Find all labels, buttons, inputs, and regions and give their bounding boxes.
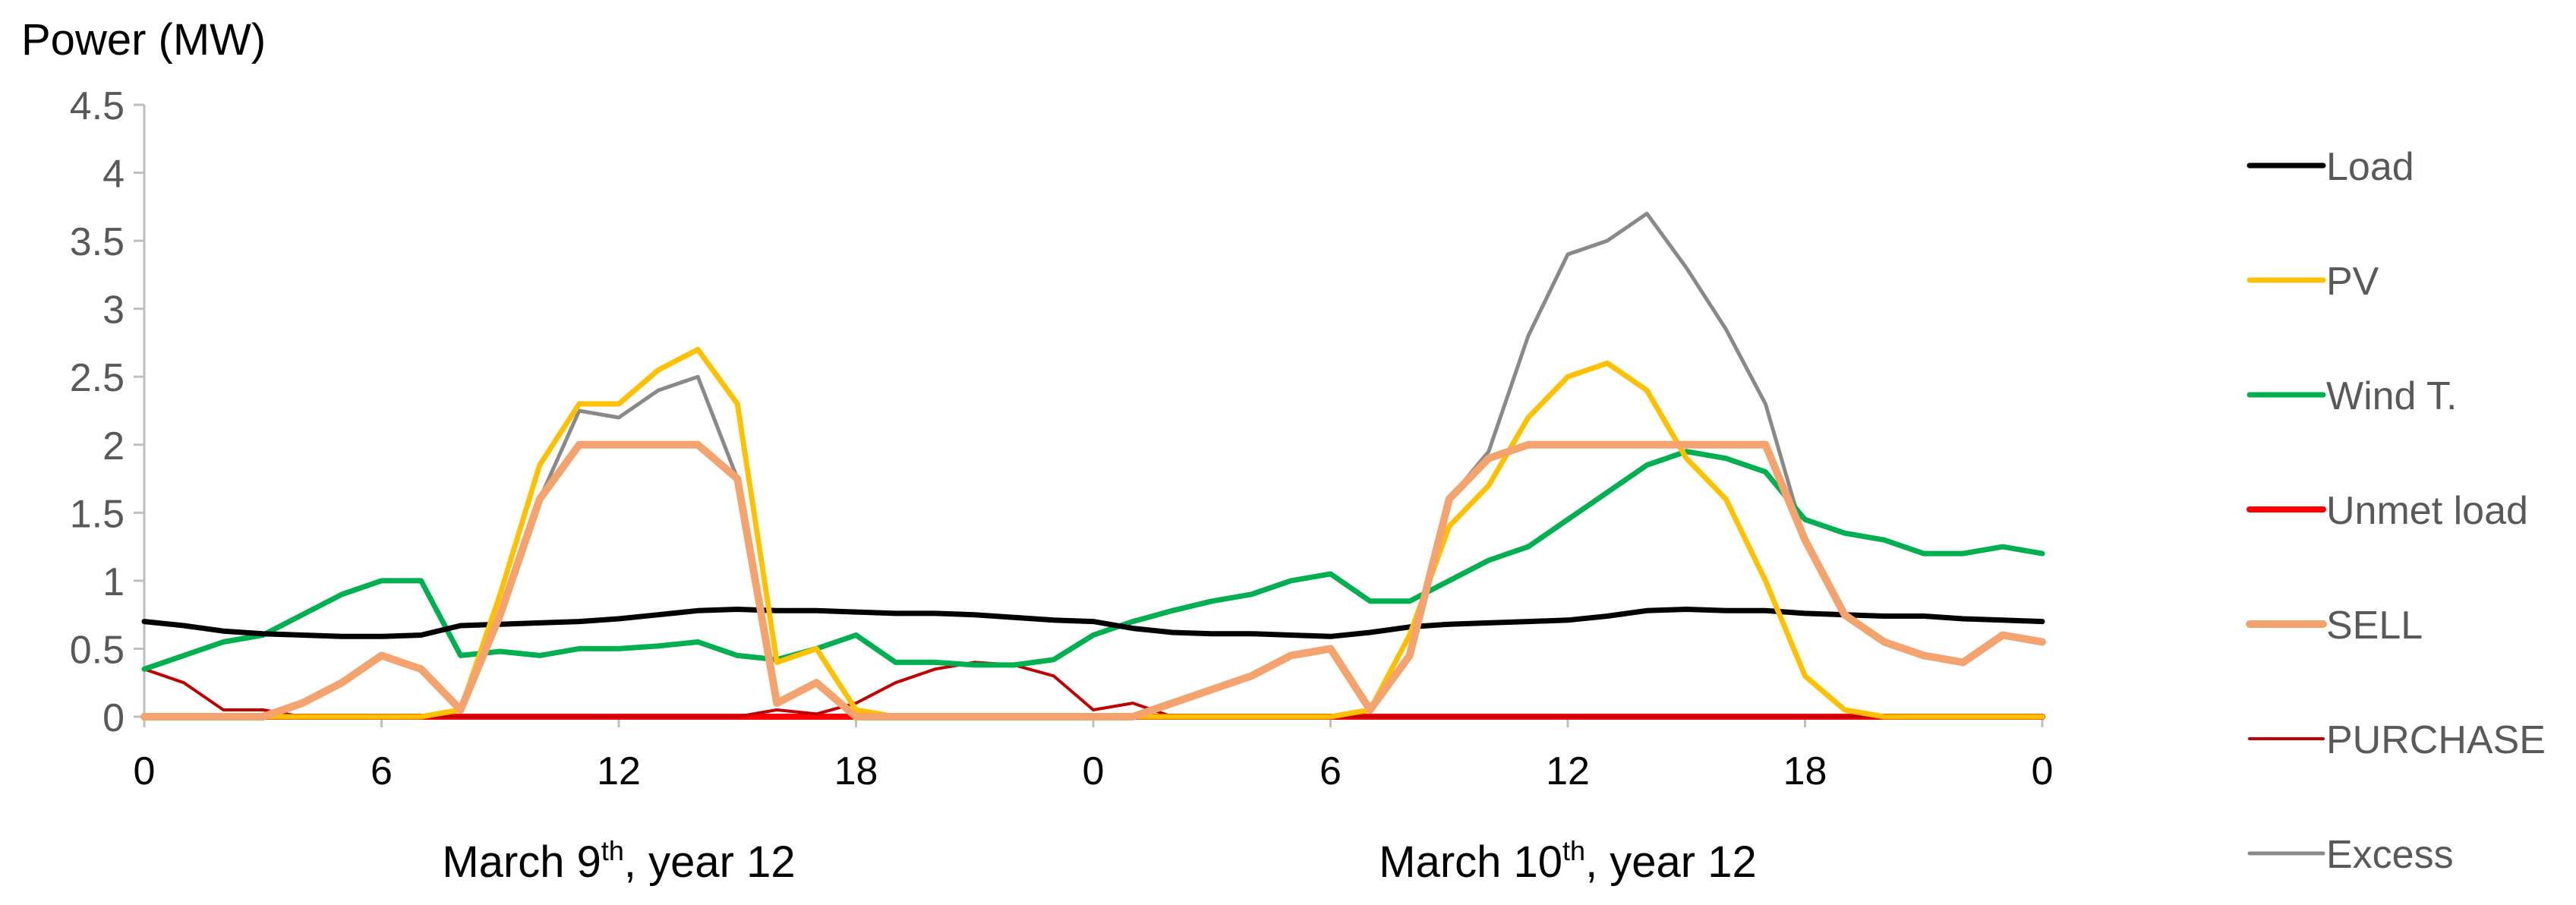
x-tick-label: 18 <box>1783 749 1827 793</box>
x-tick-label: 6 <box>1320 749 1342 793</box>
y-tick-label: 2.5 <box>70 356 125 400</box>
y-tick-label: 4 <box>102 153 125 197</box>
x-tick-label: 18 <box>834 749 878 793</box>
series-line-wind-t <box>141 449 2045 672</box>
y-tick-label: 0.5 <box>70 628 125 672</box>
series-line-load <box>141 607 2045 639</box>
day-label: March 10th, year 12 <box>1379 835 1757 887</box>
series-line-sell <box>140 440 2046 721</box>
series-line-excess <box>142 211 2045 719</box>
x-tick-label: 0 <box>2032 749 2054 793</box>
day-label-main: March 9 <box>442 837 601 887</box>
day-label-main: March 10 <box>1379 837 1562 887</box>
legend-label-load: Load <box>2326 145 2414 189</box>
legend-label-unmet-load: Unmet load <box>2326 489 2528 533</box>
y-axis-title: Power (MW) <box>21 15 266 65</box>
day-labels: March 9th, year 12 March 10th, year 12 <box>442 835 1756 887</box>
y-tick-label: 1 <box>102 560 125 604</box>
y-tick-label: 3 <box>102 289 125 333</box>
x-tick-label: 0 <box>1083 749 1105 793</box>
y-axis-ticks: 0 0.5 1 1.5 2 2.5 3 3.5 4 4.5 <box>70 84 144 740</box>
y-tick-label: 4.5 <box>70 84 125 128</box>
series-line-pv <box>141 346 2045 720</box>
y-tick-label: 2 <box>102 424 125 468</box>
y-tick-label: 1.5 <box>70 492 125 536</box>
day-label-rest: , year 12 <box>1585 837 1757 887</box>
y-tick-label: 0 <box>102 696 125 740</box>
legend-label-sell: SELL <box>2326 604 2423 648</box>
x-tick-label: 0 <box>134 749 156 793</box>
x-tick-label: 12 <box>597 749 641 793</box>
day-label-superscript: th <box>601 835 624 866</box>
x-axis-ticks: 0 6 12 18 0 6 12 18 0 <box>134 717 2054 793</box>
legend: Load PV Wind T. Unmet load SELL PURCHASE Exces… <box>2246 145 2546 877</box>
legend-label-purchase: PURCHASE <box>2326 718 2546 762</box>
legend-label-excess: Excess <box>2326 833 2454 877</box>
legend-label-wind-t: Wind T. <box>2326 374 2457 418</box>
day-label: March 9th, year 12 <box>442 835 795 887</box>
x-tick-label: 6 <box>370 749 393 793</box>
day-label-superscript: th <box>1562 835 1585 866</box>
y-tick-label: 3.5 <box>70 220 125 264</box>
series-line-purchase <box>143 661 2044 718</box>
series-layer <box>140 211 2046 721</box>
day-label-rest: , year 12 <box>624 837 796 887</box>
x-tick-label: 12 <box>1546 749 1590 793</box>
legend-label-pv: PV <box>2326 260 2379 304</box>
